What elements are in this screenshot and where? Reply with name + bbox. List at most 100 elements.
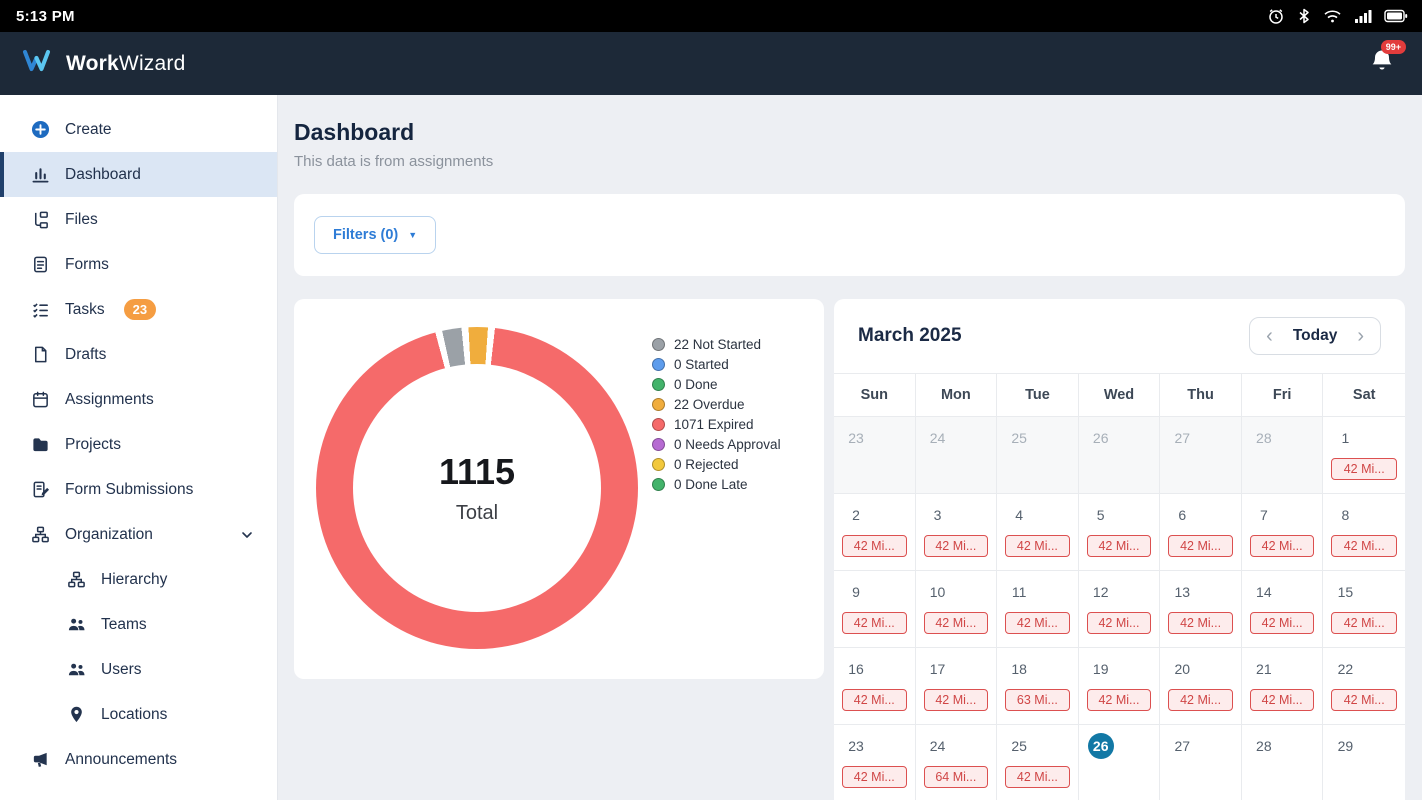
sidebar-item-hierarchy[interactable]: Hierarchy [0,557,277,602]
calendar-day-cell[interactable]: 17 42 Mi... [915,648,998,725]
calendar-day-cell[interactable]: 3 42 Mi... [915,494,998,571]
calendar-day-cell[interactable]: 28 [1241,725,1324,800]
day-number: 19 [1092,661,1109,677]
calendar-day-cell[interactable]: 12 42 Mi... [1078,571,1161,648]
day-number: 13 [1174,584,1191,600]
event-badge[interactable]: 42 Mi... [1086,612,1152,634]
calendar-day-cell[interactable]: 21 42 Mi... [1241,648,1324,725]
event-badge[interactable]: 42 Mi... [1249,689,1315,711]
calendar-day-cell[interactable]: 26 [1078,725,1161,800]
event-badge[interactable]: 42 Mi... [923,535,989,557]
calendar-day-header: Wed [1078,374,1161,417]
sidebar-item-assignments[interactable]: Assignments [0,377,277,422]
sidebar-item-users[interactable]: Users [0,647,277,692]
calendar-day-cell[interactable]: 5 42 Mi... [1078,494,1161,571]
event-badge[interactable]: 42 Mi... [842,689,907,711]
day-number: 7 [1259,507,1268,523]
calendar-day-cell[interactable]: 11 42 Mi... [997,571,1079,648]
calendar-day-cell[interactable]: 8 42 Mi... [1323,494,1405,571]
calendar-day-cell[interactable]: 25 42 Mi... [997,725,1079,800]
calendar-day-cell[interactable]: 6 42 Mi... [1160,494,1242,571]
tasks-icon [30,300,50,320]
event-badge[interactable]: 42 Mi... [1086,689,1152,711]
filters-button[interactable]: Filters (0) ▼ [314,216,437,254]
prev-month-button[interactable]: ‹ [1266,325,1273,347]
next-month-button[interactable]: › [1357,325,1364,347]
sidebar-item-tasks[interactable]: Tasks 23 [0,287,277,332]
calendar-day-cell[interactable]: 19 42 Mi... [1078,648,1161,725]
event-badge[interactable]: 42 Mi... [1249,535,1315,557]
event-badge[interactable]: 42 Mi... [1005,612,1070,634]
sidebar-item-forms[interactable]: Forms [0,242,277,287]
event-badge[interactable]: 42 Mi... [842,766,907,788]
event-badge[interactable]: 42 Mi... [1249,612,1315,634]
event-badge[interactable]: 42 Mi... [923,612,989,634]
event-badge[interactable]: 42 Mi... [1331,689,1397,711]
event-badge[interactable]: 42 Mi... [1331,535,1397,557]
sidebar-item-announcements[interactable]: Announcements [0,737,277,782]
event-badge[interactable]: 42 Mi... [1005,535,1070,557]
sidebar-item-label: Drafts [65,345,107,363]
calendar-day-cell[interactable]: 13 42 Mi... [1160,571,1242,648]
event-badge[interactable]: 63 Mi... [1005,689,1070,711]
calendar-day-cell[interactable]: 28 [1241,417,1324,494]
event-badge[interactable]: 42 Mi... [842,535,907,557]
battery-icon [1384,9,1408,23]
donut-chart: 1115 Total [316,327,638,649]
event-badge[interactable]: 42 Mi... [923,689,989,711]
event-badge[interactable]: 42 Mi... [1331,458,1397,480]
sidebar-item-dashboard[interactable]: Dashboard [0,152,277,197]
main-content: Dashboard This data is from assignments … [278,95,1422,800]
event-badge[interactable]: 42 Mi... [1168,612,1233,634]
sidebar-item-form-submissions[interactable]: Form Submissions [0,467,277,512]
sidebar-item-drafts[interactable]: Drafts [0,332,277,377]
calendar-day-cell[interactable]: 9 42 Mi... [834,571,916,648]
assignments-icon [30,390,50,410]
event-badge[interactable]: 42 Mi... [1005,766,1070,788]
calendar-day-cell[interactable]: 25 [997,417,1079,494]
teams-icon [66,615,86,635]
calendar-day-cell[interactable]: 10 42 Mi... [915,571,998,648]
sidebar-item-files[interactable]: Files [0,197,277,242]
event-badge[interactable]: 42 Mi... [1086,535,1152,557]
calendar-week-row: 2 42 Mi... 3 42 Mi... 4 42 Mi... 5 42 Mi... 6 42 … [834,494,1405,571]
event-badge[interactable]: 42 Mi... [1168,535,1233,557]
notifications-button[interactable]: 99+ [1370,40,1406,79]
calendar-day-cell[interactable]: 7 42 Mi... [1241,494,1324,571]
calendar-day-cell[interactable]: 23 42 Mi... [834,725,916,800]
today-button[interactable]: Today [1292,327,1338,344]
calendar-day-cell[interactable]: 22 42 Mi... [1323,648,1405,725]
legend-item: 0 Done [652,377,781,392]
event-badge[interactable]: 64 Mi... [923,766,989,788]
day-number: 2 [852,507,860,523]
calendar-day-cell[interactable]: 27 [1160,417,1242,494]
event-badge[interactable]: 42 Mi... [1168,689,1233,711]
calendar-day-cell[interactable]: 14 42 Mi... [1241,571,1324,648]
calendar-day-cell[interactable]: 16 42 Mi... [834,648,916,725]
calendar-day-cell[interactable]: 29 [1323,725,1405,800]
signal-icon [1354,8,1372,24]
calendar-day-cell[interactable]: 18 63 Mi... [997,648,1079,725]
sidebar-item-organization[interactable]: Organization [0,512,277,557]
sidebar-item-create[interactable]: Create [0,107,277,152]
notification-count-badge: 99+ [1380,40,1406,54]
calendar-day-cell[interactable]: 23 [834,417,916,494]
calendar-day-cell[interactable]: 15 42 Mi... [1323,571,1405,648]
sidebar-item-projects[interactable]: Projects [0,422,277,467]
event-badge[interactable]: 42 Mi... [842,612,907,634]
legend-label: 1071 Expired [674,417,754,432]
calendar-day-cell[interactable]: 20 42 Mi... [1160,648,1242,725]
calendar-day-cell[interactable]: 1 42 Mi... [1323,417,1405,494]
day-number: 27 [1174,738,1191,754]
calendar-day-cell[interactable]: 2 42 Mi... [834,494,916,571]
event-badge[interactable]: 42 Mi... [1331,612,1397,634]
calendar-day-cell[interactable]: 24 64 Mi... [915,725,998,800]
calendar-day-cell[interactable]: 4 42 Mi... [997,494,1079,571]
sidebar-item-locations[interactable]: Locations [0,692,277,737]
calendar-day-cell[interactable]: 24 [915,417,998,494]
calendar-day-cell[interactable]: 27 [1160,725,1242,800]
forms-icon [30,255,50,275]
sidebar-item-teams[interactable]: Teams [0,602,277,647]
calendar-day-cell[interactable]: 26 [1078,417,1161,494]
day-number: 6 [1178,507,1187,523]
